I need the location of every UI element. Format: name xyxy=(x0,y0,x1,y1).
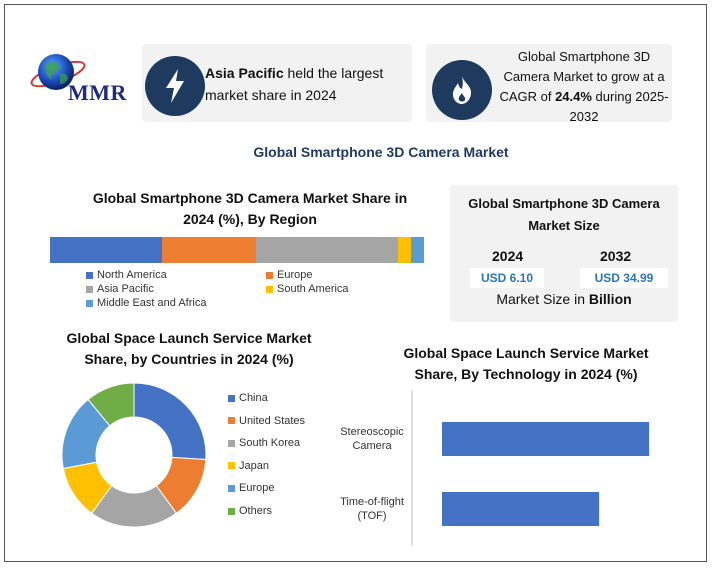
legend-label: Japan xyxy=(239,459,269,472)
infographic-frame xyxy=(4,4,707,562)
logo-text: MMR xyxy=(68,80,127,105)
legend-item-others: Others xyxy=(228,505,272,517)
legend-item-south-korea: South Korea xyxy=(228,437,300,449)
legend-label: Europe xyxy=(239,482,275,495)
region-chart-title: Global Smartphone 3D Camera Market Share… xyxy=(92,190,408,227)
technology-chart-title: Global Space Launch Service Market Share… xyxy=(403,345,649,382)
bar-segment-middle-east-and-africa xyxy=(410,237,424,263)
legend-label: Europe xyxy=(277,269,313,281)
market-size-unit: Market Size in Billion xyxy=(496,291,632,307)
legend-swatch xyxy=(228,462,235,470)
countries-donut-chart xyxy=(61,382,207,528)
legend-label: North America xyxy=(97,269,167,281)
flame-icon xyxy=(432,60,492,120)
legend-label: South Korea xyxy=(239,437,301,450)
legend-item-europe: Europe xyxy=(228,482,274,494)
market-size-box: Global Smartphone 3D Camera Market Size … xyxy=(450,185,678,322)
legend-item-europe: Europe xyxy=(266,269,312,281)
legend-swatch xyxy=(86,271,93,279)
legend-item-north-america: North America xyxy=(86,269,167,281)
card-text: Global Smartphone 3D Camera Market to gr… xyxy=(499,49,669,124)
legend-swatch xyxy=(266,285,273,293)
donut-slice-others xyxy=(87,382,135,427)
highlight-card-region: Asia Pacific held the largest market sha… xyxy=(142,44,412,122)
legend-item-china: China xyxy=(228,392,268,404)
bar-segment-asia-pacific xyxy=(255,237,398,263)
legend-label: Asia Pacific xyxy=(97,283,154,295)
legend-swatch xyxy=(228,439,235,447)
legend-swatch xyxy=(228,394,235,402)
legend-swatch xyxy=(86,285,93,293)
legend-item-south-america: South America xyxy=(266,283,349,295)
bar-segment-north-america xyxy=(50,237,163,263)
market-value: USD 34.99 xyxy=(580,268,668,288)
legend-label: South America xyxy=(277,283,349,295)
bar-time-of-flight-tof xyxy=(442,492,600,526)
legend-item-asia-pacific: Asia Pacific xyxy=(86,283,154,295)
lightning-icon xyxy=(145,56,205,116)
legend-label: Others xyxy=(239,505,273,517)
legend-swatch xyxy=(228,484,235,492)
year-label: 2032 xyxy=(600,248,632,264)
legend-item-united-states: United States xyxy=(228,415,305,427)
legend-label: China xyxy=(239,392,268,404)
market-size-title: Global Smartphone 3D Camera Market Size xyxy=(468,196,660,233)
highlight-card-cagr: Global Smartphone 3D Camera Market to gr… xyxy=(426,44,672,124)
legend-swatch xyxy=(86,299,93,307)
countries-chart-title: Global Space Launch Service Market Share… xyxy=(66,330,312,367)
main-title: Global Smartphone 3D Camera Market xyxy=(253,144,509,160)
legend-swatch xyxy=(266,271,273,279)
legend-label: Middle East and Africa xyxy=(97,297,207,309)
donut-slice-china xyxy=(133,382,207,461)
bar-segment-south-america xyxy=(397,237,411,263)
category-label: Stereoscopic Camera xyxy=(340,426,404,452)
legend-item-japan: Japan xyxy=(228,460,269,472)
region-stacked-bar xyxy=(50,237,424,263)
category-label: Time-of-flight (TOF) xyxy=(340,496,404,522)
legend-label: United States xyxy=(239,414,306,427)
year-label: 2024 xyxy=(492,248,524,264)
technology-bar-chart: Stereoscopic Camera Time-of-flight (TOF) xyxy=(340,390,650,546)
card-text: Asia Pacific held the largest market sha… xyxy=(205,65,384,103)
mmr-globe-logo xyxy=(30,54,86,90)
market-value: USD 6.10 xyxy=(470,268,544,288)
legend-swatch xyxy=(228,507,235,515)
bar-segment-europe xyxy=(162,237,256,263)
bar-stereoscopic-camera xyxy=(442,422,650,456)
legend-item-middle-east-and-africa: Middle East and Africa xyxy=(86,297,206,309)
legend-swatch xyxy=(228,417,235,425)
